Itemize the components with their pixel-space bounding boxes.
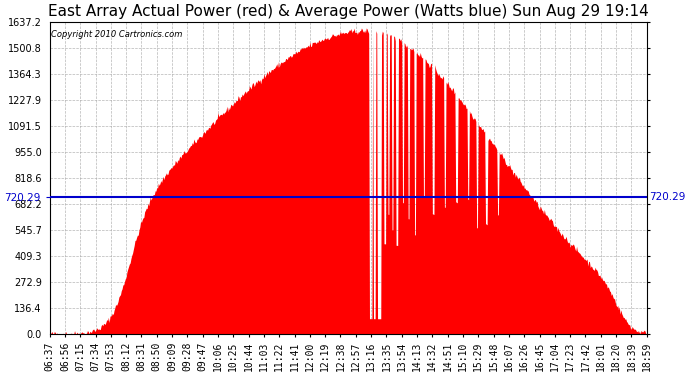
Text: 720.29: 720.29 (649, 192, 686, 201)
Title: East Array Actual Power (red) & Average Power (Watts blue) Sun Aug 29 19:14: East Array Actual Power (red) & Average … (48, 4, 649, 19)
Text: Copyright 2010 Cartronics.com: Copyright 2010 Cartronics.com (51, 30, 183, 39)
